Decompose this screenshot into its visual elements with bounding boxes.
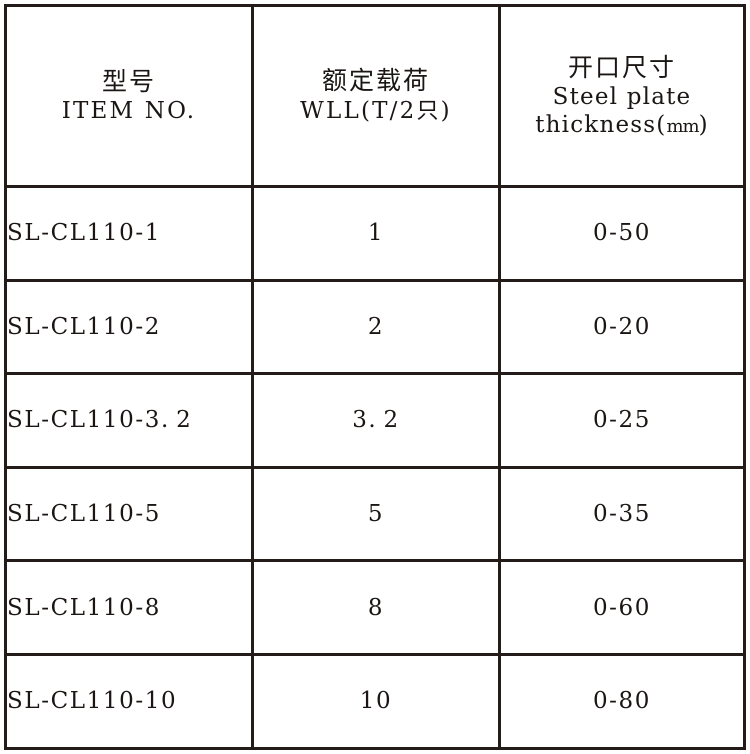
cell-item-no: SL-CL110-8 <box>4 559 254 656</box>
cell-wll: 3. 2 <box>251 372 501 469</box>
cell-item-no: SL-CL110-3. 2 <box>4 372 254 469</box>
spec-table-container: 型号 ITEM NO. 额定载荷 WLL(T/2只) 开口尺寸 Steel pl… <box>4 4 746 750</box>
table-row: SL-CL110-2 2 0-20 <box>4 278 746 376</box>
column-header-item-no-cjk: 型号 <box>101 66 156 96</box>
column-header-item-no: 型号 ITEM NO. <box>4 4 254 188</box>
cell-thickness: 0-35 <box>498 465 746 563</box>
cell-thickness: 0-25 <box>498 372 746 469</box>
column-header-thickness: 开口尺寸 Steel plate thickness(mm) <box>498 4 746 188</box>
column-header-thickness-en-line2: thickness(mm) <box>535 112 709 139</box>
cell-thickness: 0-80 <box>498 652 746 750</box>
product-spec-table: 型号 ITEM NO. 额定载荷 WLL(T/2只) 开口尺寸 Steel pl… <box>4 4 746 750</box>
cell-wll: 1 <box>251 185 501 282</box>
column-header-thickness-en-line1: Steel plate <box>552 84 692 111</box>
cell-wll: 10 <box>251 652 501 750</box>
table-row: SL-CL110-3. 2 3. 2 0-25 <box>4 372 746 469</box>
table-row: SL-CL110-10 10 0-80 <box>4 652 746 750</box>
cell-wll: 2 <box>251 278 501 376</box>
table-row: SL-CL110-8 8 0-60 <box>4 559 746 656</box>
column-header-item-no-en: ITEM NO. <box>61 98 197 125</box>
table-header: 型号 ITEM NO. 额定载荷 WLL(T/2只) 开口尺寸 Steel pl… <box>4 4 746 188</box>
cell-item-no: SL-CL110-5 <box>4 465 254 563</box>
cell-item-no: SL-CL110-2 <box>4 278 254 376</box>
column-header-wll-en: WLL(T/2只) <box>300 97 452 124</box>
cell-thickness: 0-20 <box>498 278 746 376</box>
column-header-thickness-cjk: 开口尺寸 <box>567 52 676 82</box>
cell-wll: 5 <box>251 465 501 563</box>
header-row: 型号 ITEM NO. 额定载荷 WLL(T/2只) 开口尺寸 Steel pl… <box>4 4 746 188</box>
column-header-wll: 额定载荷 WLL(T/2只) <box>251 4 501 188</box>
table-row: SL-CL110-1 1 0-50 <box>4 185 746 282</box>
table-body: SL-CL110-1 1 0-50 SL-CL110-2 2 0-20 SL-CL110-3… <box>4 185 746 750</box>
cell-wll: 8 <box>251 559 501 656</box>
cell-thickness: 0-50 <box>498 185 746 282</box>
column-header-wll-cjk: 额定载荷 <box>321 66 430 96</box>
table-row: SL-CL110-5 5 0-35 <box>4 465 746 563</box>
cell-item-no: SL-CL110-1 <box>4 185 254 282</box>
unit-mm-glyph: mm <box>666 116 699 138</box>
cell-thickness: 0-60 <box>498 559 746 656</box>
cell-item-no: SL-CL110-10 <box>4 652 254 750</box>
